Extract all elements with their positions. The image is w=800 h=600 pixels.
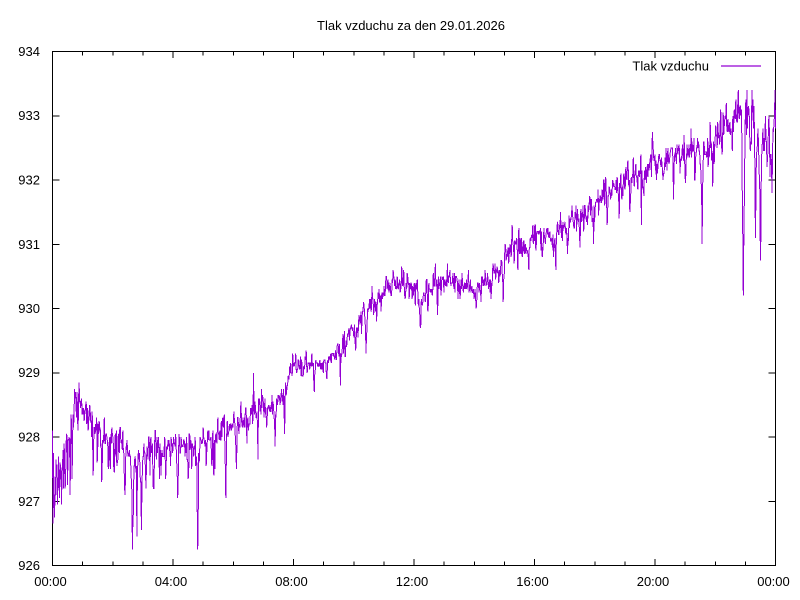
svg-text:04:00: 04:00 <box>155 574 188 589</box>
svg-text:926: 926 <box>18 558 40 573</box>
svg-text:20:00: 20:00 <box>637 574 670 589</box>
svg-text:928: 928 <box>18 430 40 445</box>
svg-text:00:00: 00:00 <box>757 574 790 589</box>
svg-text:Tlak vzduchu za den 29.01.2026: Tlak vzduchu za den 29.01.2026 <box>317 18 505 33</box>
svg-text:933: 933 <box>18 108 40 123</box>
svg-text:927: 927 <box>18 494 40 509</box>
svg-text:930: 930 <box>18 301 40 316</box>
svg-text:12:00: 12:00 <box>396 574 429 589</box>
svg-text:931: 931 <box>18 237 40 252</box>
svg-text:934: 934 <box>18 44 40 59</box>
svg-text:00:00: 00:00 <box>34 574 67 589</box>
svg-text:929: 929 <box>18 365 40 380</box>
svg-text:08:00: 08:00 <box>275 574 308 589</box>
svg-text:932: 932 <box>18 173 40 188</box>
svg-text:16:00: 16:00 <box>516 574 549 589</box>
svg-text:Tlak vzduchu: Tlak vzduchu <box>632 59 709 74</box>
